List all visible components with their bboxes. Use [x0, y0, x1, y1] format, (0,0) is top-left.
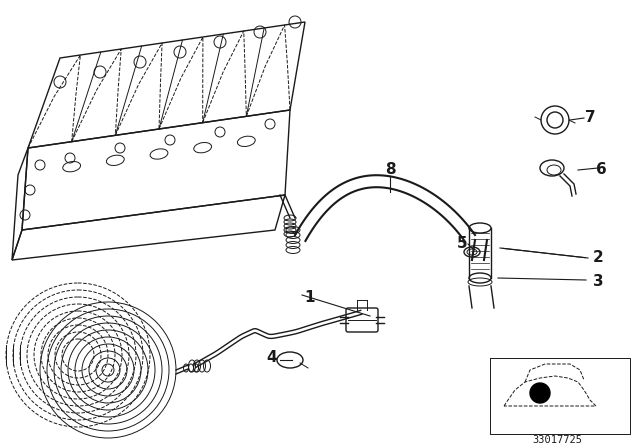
- Text: 2: 2: [593, 250, 604, 266]
- Text: 4: 4: [267, 350, 277, 366]
- Text: 6: 6: [596, 163, 606, 177]
- Circle shape: [530, 383, 550, 403]
- Text: 3: 3: [593, 275, 604, 289]
- Text: 33017725: 33017725: [532, 435, 582, 445]
- Text: 5: 5: [457, 237, 467, 251]
- Text: 1: 1: [305, 290, 316, 306]
- Text: 8: 8: [385, 163, 396, 177]
- Text: 7: 7: [585, 111, 595, 125]
